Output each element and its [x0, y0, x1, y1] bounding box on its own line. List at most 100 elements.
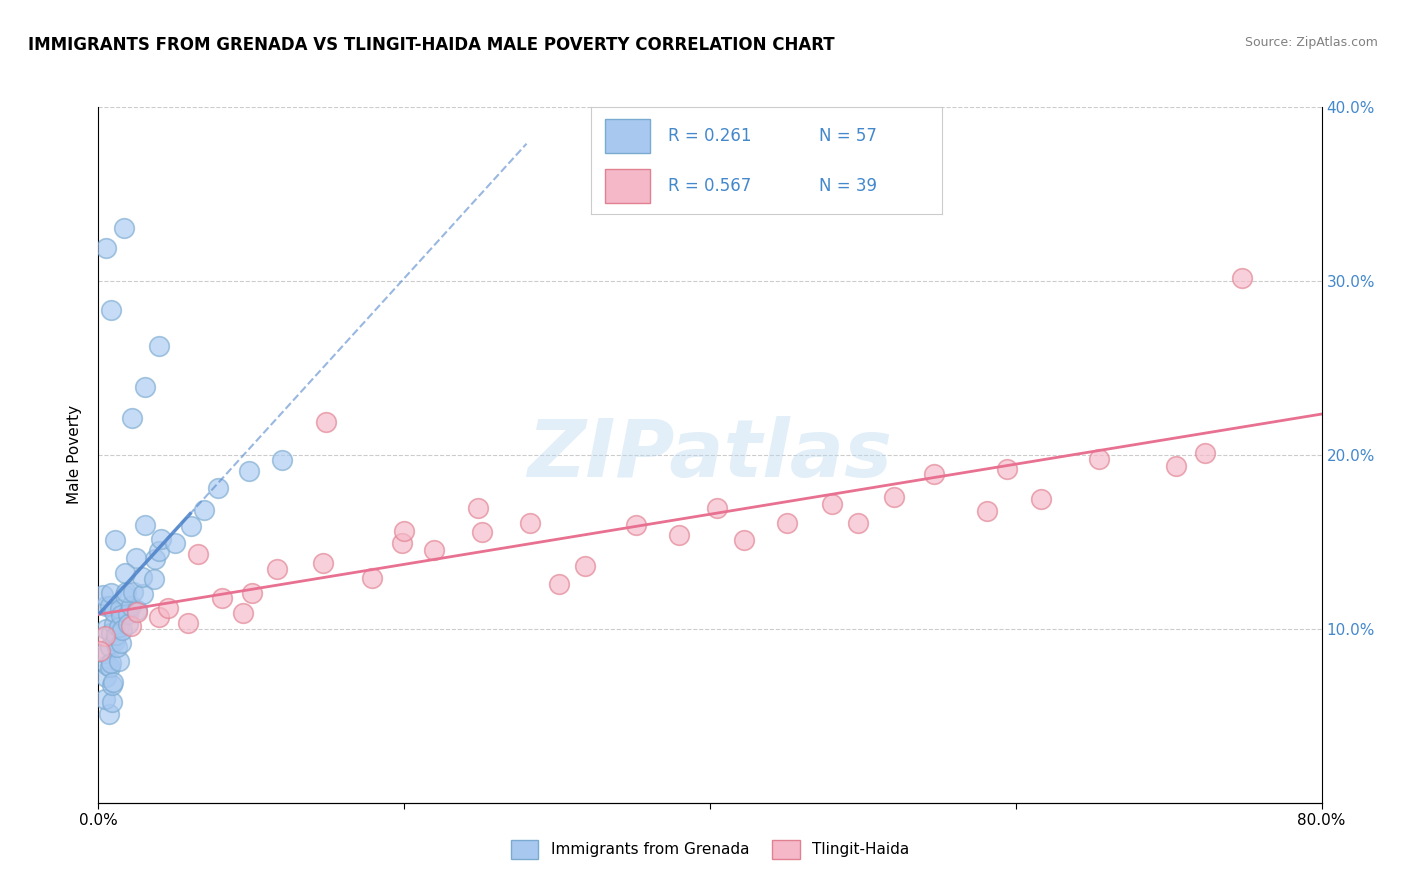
Point: [100, 626, 122, 640]
Point: [111, 623, 134, 637]
Point: [112, 221, 135, 235]
Point: [775, 516, 797, 531]
Point: [143, 572, 166, 586]
Point: [122, 584, 145, 599]
Point: [238, 464, 260, 478]
Point: [391, 536, 413, 550]
Point: [93, 629, 115, 643]
Point: [131, 570, 153, 584]
Point: [103, 675, 125, 690]
Point: [134, 380, 156, 394]
Point: [232, 606, 254, 620]
Text: N = 57: N = 57: [818, 127, 877, 145]
Point: [98, 599, 121, 614]
Point: [120, 599, 142, 614]
Point: [548, 577, 571, 591]
Point: [271, 453, 294, 467]
Point: [120, 618, 142, 632]
Point: [103, 616, 125, 631]
Point: [94, 599, 117, 613]
Point: [93, 588, 115, 602]
Point: [103, 634, 125, 648]
Point: [121, 411, 143, 425]
Point: [149, 532, 172, 546]
Point: [94, 646, 117, 660]
Point: [471, 524, 494, 539]
Point: [103, 605, 125, 619]
Point: [315, 415, 337, 429]
Point: [423, 543, 446, 558]
Point: [193, 503, 215, 517]
Point: [312, 557, 335, 571]
Point: [94, 670, 117, 684]
Point: [110, 636, 132, 650]
Point: [117, 617, 139, 632]
Point: [211, 591, 233, 605]
Point: [148, 544, 170, 558]
Point: [100, 678, 122, 692]
Point: [1164, 459, 1187, 474]
Point: [976, 504, 998, 518]
Point: [89, 644, 111, 658]
Point: [148, 609, 170, 624]
Text: R = 0.261: R = 0.261: [668, 127, 751, 145]
Point: [132, 587, 155, 601]
Point: [266, 562, 288, 576]
Point: [105, 628, 128, 642]
Point: [995, 462, 1018, 476]
Point: [1088, 452, 1111, 467]
Point: [108, 602, 131, 616]
Text: ZIPatlas: ZIPatlas: [527, 416, 893, 494]
Point: [94, 691, 117, 706]
Point: [148, 338, 170, 352]
Point: [848, 516, 870, 531]
Legend: Immigrants from Grenada, Tlingit-Haida: Immigrants from Grenada, Tlingit-Haida: [505, 834, 915, 864]
Text: Source: ZipAtlas.com: Source: ZipAtlas.com: [1244, 36, 1378, 49]
Point: [143, 552, 166, 566]
Point: [103, 533, 125, 547]
Point: [110, 607, 132, 622]
Point: [105, 640, 128, 654]
Point: [98, 660, 121, 674]
Point: [100, 302, 122, 317]
Point: [821, 497, 844, 511]
Point: [187, 547, 209, 561]
Point: [114, 588, 136, 602]
Text: R = 0.567: R = 0.567: [668, 178, 751, 195]
Y-axis label: Male Poverty: Male Poverty: [67, 405, 83, 505]
Point: [467, 501, 489, 516]
Point: [1029, 491, 1052, 506]
Point: [94, 622, 117, 636]
Point: [1230, 271, 1253, 285]
Point: [922, 467, 945, 482]
Point: [134, 518, 156, 533]
Point: [207, 482, 229, 496]
Point: [706, 501, 728, 516]
Point: [127, 602, 149, 616]
Point: [96, 657, 118, 672]
Point: [574, 559, 596, 574]
Text: N = 39: N = 39: [818, 178, 877, 195]
Point: [626, 518, 648, 533]
Text: IMMIGRANTS FROM GRENADA VS TLINGIT-HAIDA MALE POVERTY CORRELATION CHART: IMMIGRANTS FROM GRENADA VS TLINGIT-HAIDA…: [28, 36, 835, 54]
Point: [108, 620, 131, 634]
Point: [117, 607, 139, 621]
Point: [163, 536, 186, 550]
Point: [96, 241, 118, 255]
Point: [392, 524, 415, 539]
Point: [100, 657, 122, 671]
Point: [519, 516, 541, 531]
Point: [361, 571, 384, 585]
Point: [101, 694, 124, 708]
Point: [157, 601, 180, 615]
Point: [127, 605, 149, 619]
Point: [883, 491, 905, 505]
Point: [100, 640, 122, 655]
Point: [177, 615, 200, 630]
Point: [180, 519, 202, 533]
Point: [114, 566, 136, 580]
Point: [115, 584, 138, 599]
Point: [240, 586, 263, 600]
Point: [100, 586, 122, 600]
Point: [733, 533, 755, 547]
